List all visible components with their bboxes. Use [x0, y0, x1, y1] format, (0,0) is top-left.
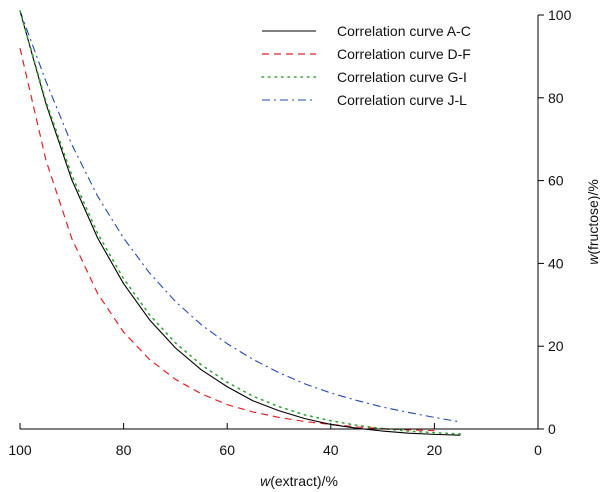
- y-axis-label: w(fructose)/%: [585, 179, 600, 265]
- legend-label-1: Correlation curve A-C: [337, 23, 471, 39]
- legend-label-3: Correlation curve G-I: [337, 69, 467, 85]
- legend-label-2: Correlation curve D-F: [337, 46, 471, 62]
- y-ticks: 0 20 40 60 80 100: [538, 7, 572, 437]
- y-tick-label: 80: [548, 90, 564, 106]
- x-tick-label: 20: [427, 442, 443, 458]
- x-tick-label: 40: [323, 442, 339, 458]
- legend-label-4: Correlation curve J-L: [337, 92, 467, 108]
- y-tick-label: 60: [548, 173, 564, 189]
- y-tick-label: 100: [548, 7, 572, 23]
- series-line-2: [19, 47, 435, 432]
- x-axis-label: w(extract)/%: [260, 473, 338, 489]
- x-tick-label: 60: [219, 442, 235, 458]
- y-axis-label-italic: w: [585, 254, 600, 265]
- series-line-4: [19, 10, 461, 423]
- y-axis-label-text: (fructose)/%: [585, 179, 600, 254]
- x-ticks: 100 80 60 40 20 0: [8, 423, 542, 458]
- series-line-1: [19, 10, 461, 436]
- y-tick-label: 40: [548, 255, 564, 271]
- x-axis-label-text: (extract)/%: [270, 473, 338, 489]
- axes: 100 80 60 40 20 0 0 20 40 60 80 100: [8, 7, 571, 458]
- x-tick-label: 100: [8, 442, 32, 458]
- y-tick-label: 20: [548, 338, 564, 354]
- y-tick-label: 0: [548, 421, 556, 437]
- x-tick-label: 0: [534, 442, 542, 458]
- x-tick-label: 80: [116, 442, 132, 458]
- x-axis-label-italic: w: [260, 473, 271, 489]
- legend: Correlation curve A-C Correlation curve D…: [261, 23, 471, 108]
